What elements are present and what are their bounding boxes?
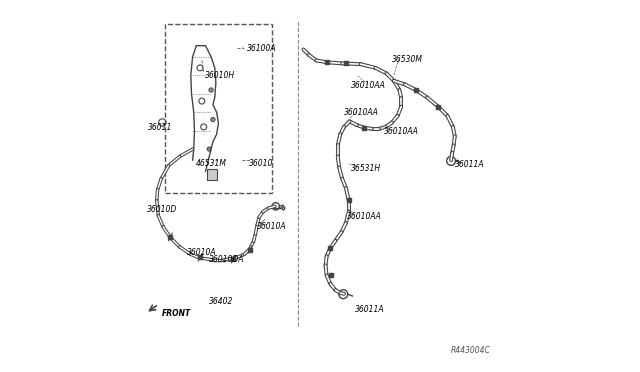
Text: R443004C: R443004C bbox=[451, 346, 491, 355]
Text: 36011A: 36011A bbox=[355, 305, 385, 314]
Text: 36011A: 36011A bbox=[455, 160, 484, 169]
Text: 36010: 36010 bbox=[249, 159, 273, 169]
Text: 36010AA: 36010AA bbox=[383, 127, 419, 136]
Bar bbox=[165, 23, 272, 193]
Text: 36011: 36011 bbox=[148, 123, 172, 132]
Text: 36531H: 36531H bbox=[351, 164, 381, 173]
Text: 36402: 36402 bbox=[209, 297, 233, 306]
Circle shape bbox=[211, 117, 215, 122]
Text: 36010H: 36010H bbox=[205, 71, 235, 80]
Circle shape bbox=[209, 88, 213, 92]
Text: 36530M: 36530M bbox=[392, 55, 423, 64]
Text: 36010A: 36010A bbox=[257, 222, 287, 231]
Bar bbox=[207, 169, 216, 180]
Text: 36010DA: 36010DA bbox=[209, 255, 244, 264]
Circle shape bbox=[207, 147, 211, 151]
Text: 36010AA: 36010AA bbox=[344, 108, 379, 117]
Text: FRONT: FRONT bbox=[162, 309, 191, 318]
Text: 36100A: 36100A bbox=[247, 44, 276, 53]
Text: 36010AA: 36010AA bbox=[347, 212, 381, 221]
Text: 36010D: 36010D bbox=[147, 205, 177, 215]
Text: 36010A: 36010A bbox=[187, 248, 217, 257]
Text: 46531M: 46531M bbox=[196, 159, 227, 169]
Text: 36010AA: 36010AA bbox=[351, 81, 386, 90]
